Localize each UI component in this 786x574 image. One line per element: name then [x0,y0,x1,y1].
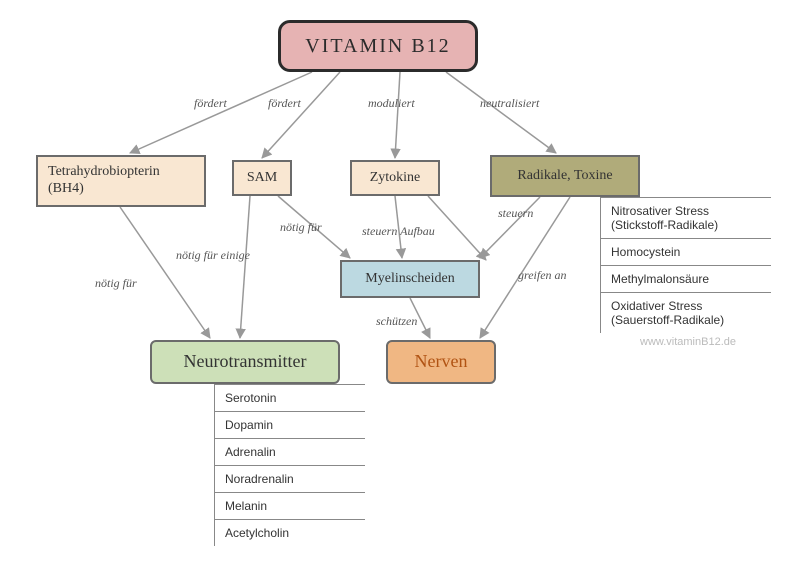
edge-label: moduliert [368,96,415,111]
node-neurotransmitter: Neurotransmitter [150,340,340,384]
list-item: Dopamin [215,411,365,438]
node-radikale-toxine: Radikale, Toxine [490,155,640,197]
credit-text: www.vitaminB12.de [640,336,736,348]
edge-label: steuern Aufbau [362,224,435,239]
list-radikale-toxine: Nitrosativer Stress(Stickstoff-Radikale)… [600,197,771,333]
edge-label: neutralisiert [480,96,539,111]
node-nerven: Nerven [386,340,496,384]
node-label: Radikale, Toxine [517,168,612,185]
node-sam: SAM [232,160,292,196]
node-vitamin-b12: VITAMIN B12 [278,20,478,72]
list-item: Oxidativer Stress(Sauerstoff-Radikale) [601,292,771,333]
list-neurotransmitter: SerotoninDopaminAdrenalinNoradrenalinMel… [214,384,365,546]
node-label: VITAMIN B12 [305,34,450,58]
edge-label: fördert [194,96,227,111]
list-item: Noradrenalin [215,465,365,492]
edge-label: nötig für einige [176,248,250,263]
node-myelinscheiden: Myelinscheiden [340,260,480,298]
node-label: SAM [247,170,277,187]
node-zytokine: Zytokine [350,160,440,196]
node-label: Tetrahydrobiopterin(BH4) [48,164,160,198]
edge-label: greifen an [518,268,567,283]
node-label: Nerven [415,351,468,373]
edge-label: schützen [376,314,417,329]
list-item: Melanin [215,492,365,519]
node-label: Myelinscheiden [365,271,454,288]
list-item: Nitrosativer Stress(Stickstoff-Radikale) [601,197,771,238]
edge-label: nötig für [95,276,137,291]
list-item: Adrenalin [215,438,365,465]
list-item: Serotonin [215,384,365,411]
edge-label: steuern [498,206,533,221]
list-item: Acetylcholin [215,519,365,546]
node-bh4: Tetrahydrobiopterin(BH4) [36,155,206,207]
node-label: Neurotransmitter [184,351,307,373]
node-label: Zytokine [370,170,421,187]
list-item: Homocystein [601,238,771,265]
list-item: Methylmalonsäure [601,265,771,292]
edge-label: nötig für [280,220,322,235]
edge-label: fördert [268,96,301,111]
